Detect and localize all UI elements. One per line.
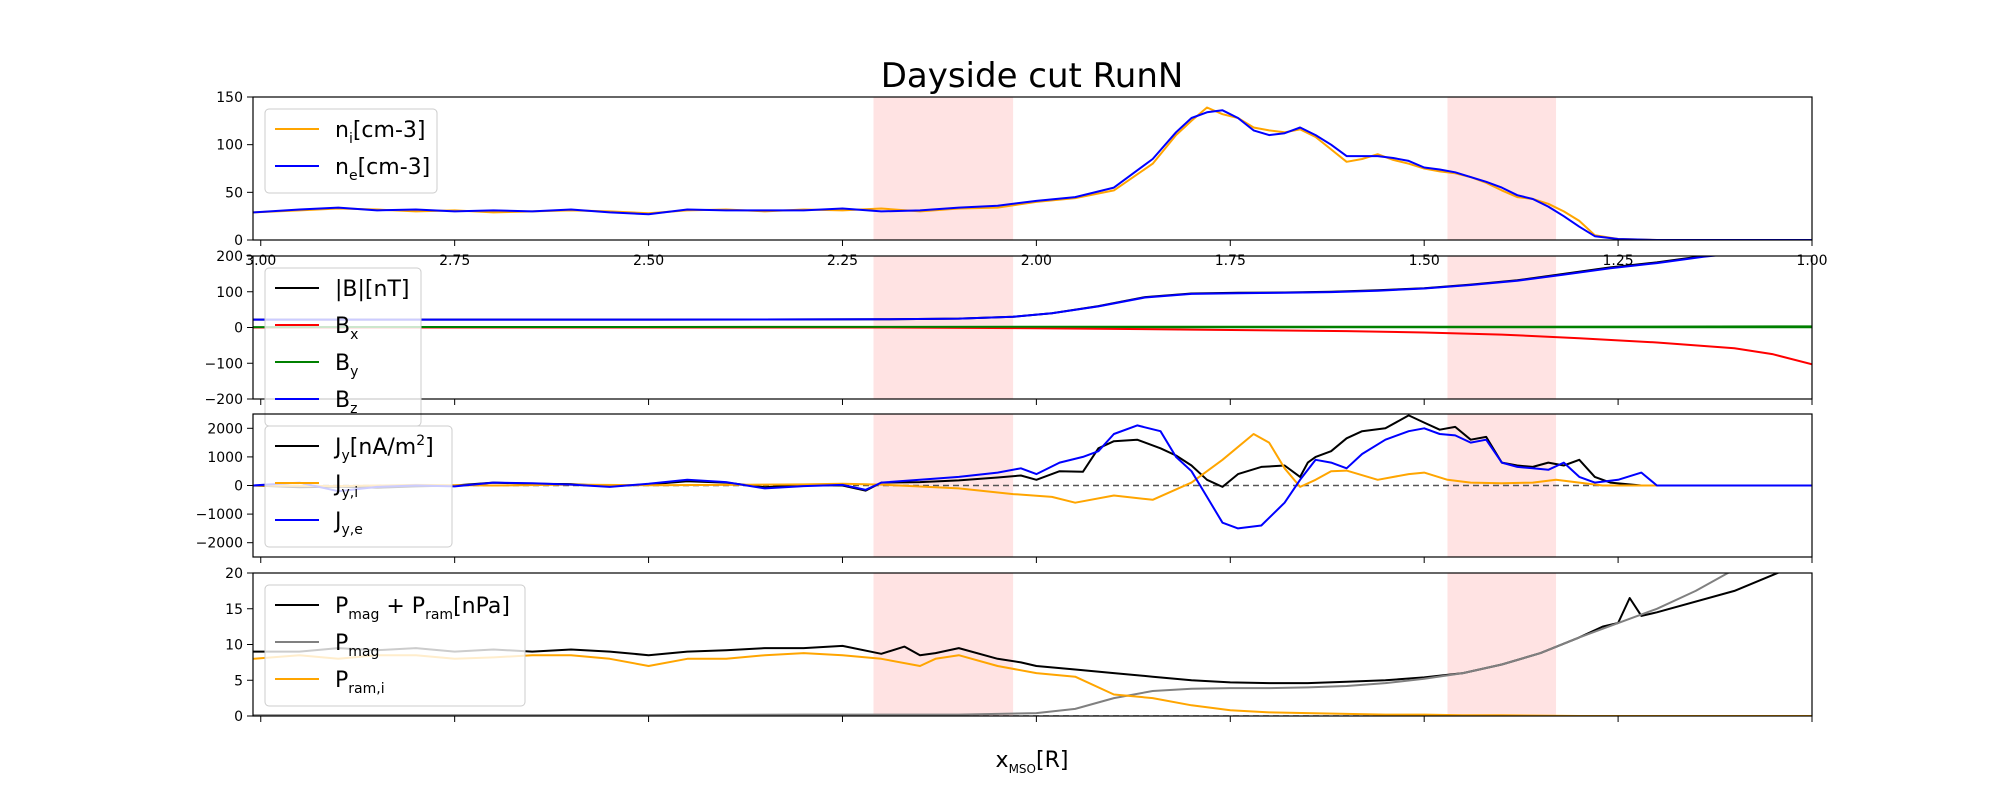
shaded-region-2 [1447, 97, 1557, 240]
x-tick-label: 1.50 [1409, 253, 1440, 269]
legend-entry: |B|[nT] [335, 277, 409, 302]
legend [264, 425, 453, 548]
series-line-blue [253, 256, 1721, 321]
y-tick-label: 15 [225, 602, 243, 618]
x-tick-label: 3.00 [245, 253, 276, 269]
series-line-gray [253, 573, 1730, 716]
legend-entry: Bz [335, 388, 357, 417]
y-tick-label: −2000 [196, 536, 243, 552]
legend-entry: Pram,i [335, 668, 385, 697]
y-tick-label: 100 [216, 285, 243, 301]
y-tick-label: 10 [225, 638, 243, 654]
x-axis-label: xMSO[R] [996, 748, 1069, 776]
y-tick-label: −1000 [196, 507, 243, 523]
shaded-region-1 [873, 573, 1014, 716]
legend-entry: ne[cm-3] [335, 155, 430, 184]
x-tick-label: 2.00 [1021, 253, 1052, 269]
series-line-red [253, 326, 1812, 366]
y-tick-label: 0 [234, 233, 243, 249]
y-tick-label: −200 [205, 392, 243, 408]
x-tick-label: 2.75 [439, 253, 470, 269]
legend-entry: Jy[nA/m2] [333, 433, 434, 464]
series-line-black [253, 414, 1812, 492]
y-tick-label: 100 [216, 138, 243, 154]
figure-title: Dayside cut RunN [881, 56, 1184, 96]
legend-entry: Jy,i [333, 472, 358, 501]
x-tick-label: 1.75 [1215, 253, 1246, 269]
y-tick-label: 0 [234, 479, 243, 495]
series-line-blue [253, 109, 1812, 240]
legend-entry: By [335, 351, 358, 380]
axes-frame [252, 96, 1813, 241]
legend-entry: Bx [335, 314, 358, 343]
y-tick-label: 1000 [207, 450, 243, 466]
panel-4: 0 5 10 15 20 Pmag + Pram[nPa] Pmag Pram,i [225, 566, 1813, 725]
x-tick-label: 2.25 [827, 253, 858, 269]
series-line-blue [253, 424, 1812, 530]
legend-entry: Pmag [335, 631, 379, 660]
panel-3: −2000 −1000 0 1000 2000 Jy[nA/m2] Jy,i Jy,e [196, 413, 1813, 563]
y-tick-label: 0 [234, 321, 243, 337]
y-tick-label: −100 [205, 356, 243, 372]
series-line-green [253, 325, 1812, 329]
legend-entry: Jy,e [333, 509, 363, 538]
y-tick-label: 0 [234, 709, 243, 725]
x-tick-label: 2.50 [633, 253, 664, 269]
series-line-orange [253, 106, 1812, 240]
shaded-region-2 [1447, 573, 1557, 716]
series-line-orange [253, 433, 1812, 504]
y-tick-label: 200 [216, 249, 243, 265]
legend [264, 584, 526, 707]
y-tick-label: 50 [225, 185, 243, 201]
y-tick-label: 20 [225, 566, 243, 582]
y-tick-label: 2000 [207, 421, 243, 437]
legend-entry: ni[cm-3] [335, 118, 425, 147]
panel-2: −200 −100 0 100 200 |B|[nT] Bx By Bz [205, 249, 1813, 427]
y-tick-label: 5 [234, 673, 243, 689]
legend-entry: Pmag + Pram[nPa] [335, 594, 510, 623]
y-tick-label: 150 [216, 90, 243, 106]
shaded-region-1 [873, 97, 1014, 240]
